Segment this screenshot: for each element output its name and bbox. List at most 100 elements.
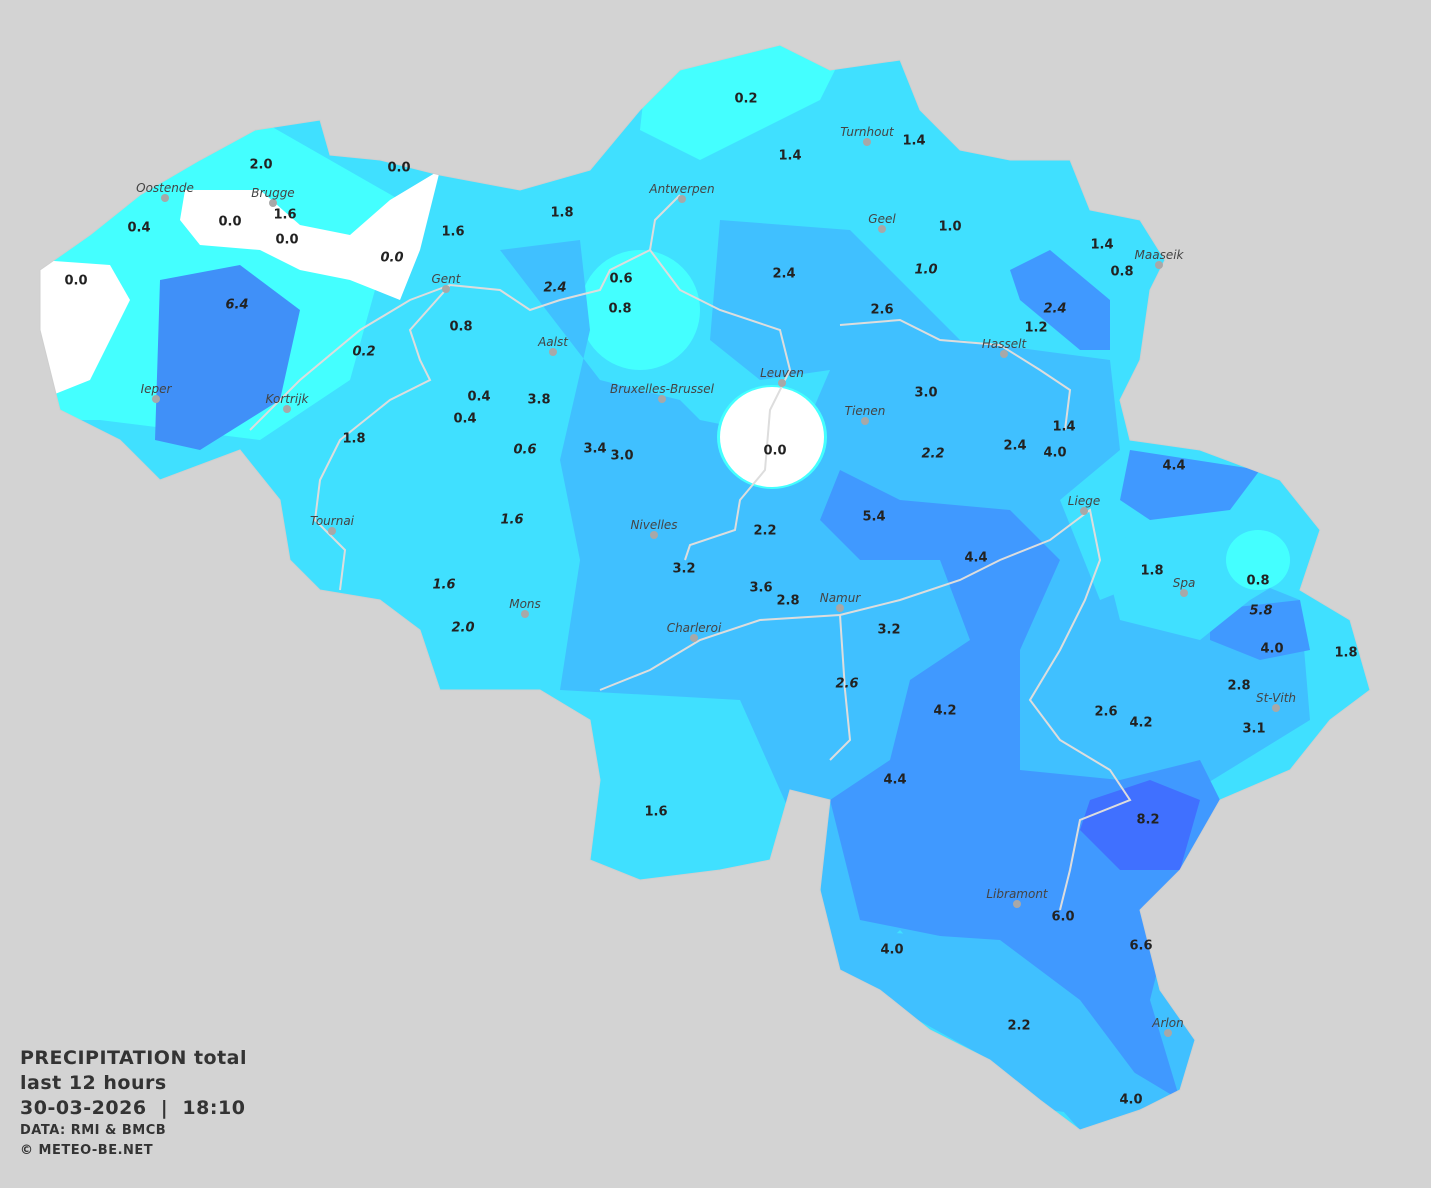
precipitation-value: 1.4	[778, 148, 802, 164]
precipitation-value: 0.2	[734, 91, 758, 107]
precipitation-value: 1.8	[1334, 645, 1358, 661]
precipitation-value: 6.4	[225, 297, 249, 313]
precipitation-value: 0.8	[1110, 264, 1134, 280]
precipitation-value: 0.4	[453, 411, 477, 427]
city-marker	[678, 195, 686, 203]
precipitation-value: 0.0	[387, 160, 411, 176]
precipitation-value: 2.2	[1007, 1018, 1031, 1034]
precipitation-value: 3.1	[1242, 721, 1266, 737]
city-marker	[1080, 507, 1088, 515]
precipitation-value: 1.8	[1140, 563, 1164, 579]
city-marker	[778, 379, 786, 387]
precipitation-value: 0.6	[513, 442, 537, 458]
precipitation-value: 4.0	[1260, 641, 1284, 657]
city-label: Tournai	[309, 514, 355, 528]
precipitation-value: 2.8	[1227, 678, 1251, 694]
precipitation-value: 1.8	[342, 431, 366, 447]
precipitation-value: 1.8	[550, 205, 574, 221]
precipitation-value: 1.6	[644, 804, 668, 820]
city-label: Namur	[819, 591, 861, 605]
city-label: Arlon	[1152, 1016, 1184, 1030]
city-label: Antwerpen	[649, 182, 715, 196]
precipitation-value: 4.0	[1043, 445, 1067, 461]
city-marker	[1013, 900, 1021, 908]
precipitation-value: 0.8	[449, 319, 473, 335]
precipitation-value: 1.4	[1052, 419, 1076, 435]
precipitation-value: 1.6	[273, 207, 297, 223]
city-marker	[863, 138, 871, 146]
city-marker	[878, 225, 886, 233]
precipitation-value: 2.0	[249, 157, 273, 173]
precipitation-value: 1.2	[1024, 320, 1048, 336]
city-label: Oostende	[136, 181, 194, 195]
city-marker	[269, 199, 277, 207]
legend-title: PRECIPITATION total	[20, 1047, 248, 1069]
city-label: Nivelles	[630, 518, 678, 532]
city-marker	[161, 194, 169, 202]
city-marker	[1164, 1029, 1172, 1037]
city-label: Kortrijk	[265, 392, 309, 406]
precipitation-value: 4.2	[933, 703, 957, 719]
city-label: Maaseik	[1134, 248, 1184, 262]
precipitation-value: 4.0	[880, 942, 904, 958]
precipitation-value: 0.8	[1246, 573, 1270, 589]
legend-datetime: 30-03-2026 | 18:10	[20, 1097, 246, 1119]
precipitation-value: 2.4	[1003, 438, 1027, 454]
precipitation-value: 4.4	[883, 772, 907, 788]
city-label: Hasselt	[981, 337, 1027, 351]
city-marker	[690, 634, 698, 642]
precipitation-value: 2.8	[776, 593, 800, 609]
precipitation-value: 2.6	[835, 676, 859, 692]
city-marker	[283, 405, 291, 413]
precipitation-value: 1.0	[914, 262, 938, 278]
precipitation-value: 2.6	[870, 302, 894, 318]
precipitation-value: 0.0	[763, 443, 787, 459]
city-marker	[1272, 704, 1280, 712]
precipitation-value: 0.4	[127, 220, 151, 236]
city-label: Aalst	[538, 335, 568, 349]
city-marker	[861, 417, 869, 425]
precipitation-value: 2.0	[451, 620, 475, 636]
precipitation-value: 1.6	[500, 512, 524, 528]
map-legend: PRECIPITATION total last 12 hours 30-03-…	[20, 1046, 247, 1161]
precipitation-value: 0.0	[380, 250, 404, 266]
precipitation-value: 2.2	[753, 523, 777, 539]
precipitation-value: 3.6	[749, 580, 773, 596]
legend-period: last 12 hours	[20, 1072, 167, 1094]
city-marker	[658, 395, 666, 403]
precipitation-value: 2.4	[1043, 301, 1067, 317]
precipitation-value: 3.2	[672, 561, 696, 577]
city-label: Spa	[1172, 576, 1196, 590]
precipitation-value: 3.4	[583, 441, 607, 457]
city-label: Libramont	[986, 887, 1048, 901]
precipitation-value: 2.4	[772, 266, 796, 282]
city-label: Geel	[868, 212, 896, 226]
city-label: St-Vith	[1255, 691, 1297, 705]
precipitation-value: 8.2	[1136, 812, 1160, 828]
precipitation-value: 2.4	[543, 280, 567, 296]
precipitation-value: 6.0	[1051, 909, 1075, 925]
precipitation-value: 3.8	[527, 392, 551, 408]
precipitation-value: 1.4	[1090, 237, 1114, 253]
legend-copyright: © METEO-BE.NET	[20, 1143, 154, 1158]
precipitation-value: 3.0	[914, 385, 938, 401]
precipitation-value: 4.4	[1162, 458, 1186, 474]
precipitation-value: 6.6	[1129, 938, 1153, 954]
precipitation-value: 3.0	[610, 448, 634, 464]
city-marker	[1000, 350, 1008, 358]
precipitation-value: 5.4	[862, 509, 886, 525]
precipitation-value: 2.2	[921, 446, 945, 462]
city-label: Gent	[431, 272, 461, 286]
city-marker	[521, 610, 529, 618]
precipitation-value: 4.4	[964, 550, 988, 566]
city-label: Brugge	[251, 186, 295, 200]
precipitation-value: 0.4	[467, 389, 491, 405]
city-label: Charleroi	[666, 621, 722, 635]
rivers	[249, 194, 1132, 911]
city-label: Liege	[1067, 494, 1101, 508]
precipitation-value: 0.8	[608, 301, 632, 317]
precipitation-value: 3.2	[877, 622, 901, 638]
precipitation-value: 5.8	[1249, 603, 1273, 619]
precipitation-value: 0.0	[64, 273, 88, 289]
precipitation-value: 4.2	[1129, 715, 1153, 731]
